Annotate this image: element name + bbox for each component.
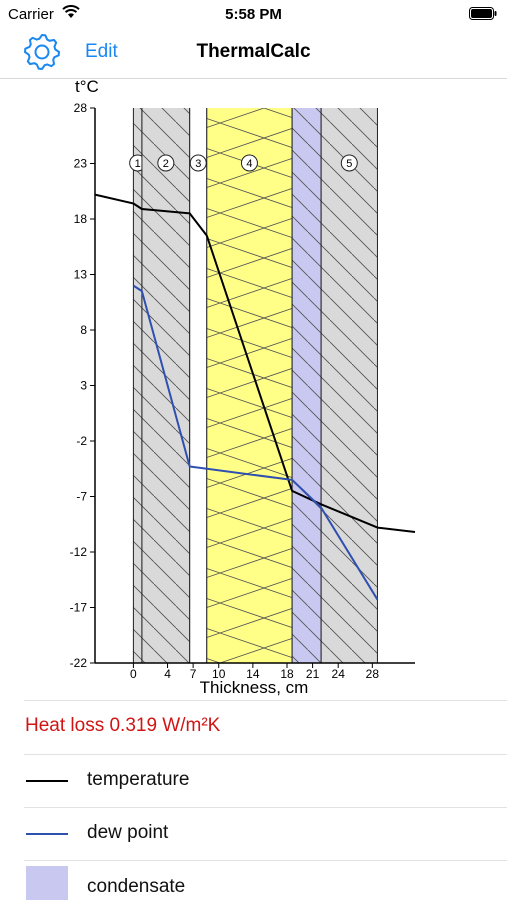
results-row: [24, 700, 507, 754]
legend-row-condensate: [24, 860, 507, 914]
x-tick-label: 10: [212, 667, 226, 681]
y-tick-label: -7: [76, 490, 87, 504]
x-axis-label: Thickness, cm: [200, 678, 309, 697]
gear-icon[interactable]: [22, 32, 62, 72]
layers: 1 2 3 4 5: [129, 108, 378, 663]
temperature-line: [94, 193, 416, 533]
edit-button[interactable]: Edit: [85, 41, 118, 62]
x-tick-label: 14: [246, 667, 260, 681]
layer-5-label: 5: [346, 158, 352, 170]
y-tick-label: -22: [70, 656, 88, 670]
wifi-icon: [62, 5, 80, 18]
x-tick-label: 18: [280, 667, 294, 681]
page-title: ThermalCalc: [196, 41, 311, 62]
temperature-legend-line: [26, 780, 68, 782]
y-tick-label: -17: [70, 601, 88, 615]
layer-5-hatch: [321, 108, 378, 663]
x-tick-label: 24: [332, 667, 346, 681]
temperature-legend-label: temperature: [87, 769, 190, 790]
layer-1-label: 1: [135, 158, 141, 170]
layer-5-marker: [340, 154, 358, 172]
y-tick-label: 18: [74, 212, 88, 226]
status-time: 5:58 PM: [225, 6, 282, 23]
x-tick-label: 0: [130, 667, 137, 681]
layer-2-fill: [189, 108, 207, 663]
series: [94, 193, 416, 601]
layer-3-marker: [189, 154, 207, 172]
layer-4-label: 4: [246, 158, 252, 170]
y-tick-label: 23: [74, 157, 88, 171]
x-tick-label: 28: [366, 667, 380, 681]
condensate-legend-swatch: [26, 866, 68, 900]
x-tick-label: 7: [190, 667, 197, 681]
layer-3-insulation: [206, 108, 293, 663]
status-bar: Carrier 5:58 PM: [0, 0, 507, 28]
y-tick-label: -2: [76, 434, 87, 448]
x-tick-label: 21: [306, 667, 320, 681]
dew-point-line: [132, 284, 379, 601]
carrier-label: Carrier: [8, 6, 54, 23]
y-tick-label: 8: [80, 323, 87, 337]
condensate-legend-label: condensate: [87, 876, 186, 897]
layer-2-marker: [157, 154, 175, 172]
dew-point-legend-label: dew point: [87, 822, 169, 843]
layer-4-marker: [240, 154, 258, 172]
layer-3-label: 3: [195, 158, 201, 170]
x-tick-label: 4: [164, 667, 171, 681]
heat-loss-value: Heat loss 0.319 W/m²K: [25, 715, 221, 736]
battery-icon: [469, 7, 497, 20]
y-tick-label: 3: [80, 379, 87, 393]
dew-point-legend-line: [26, 833, 68, 835]
y-tick-label: -12: [70, 545, 88, 559]
legend-row-dew-point: [24, 807, 507, 861]
y-tick-label: 28: [74, 101, 88, 115]
legend-row-temperature: [24, 754, 507, 808]
layer-0-hatch: [133, 108, 142, 663]
layer-4-hatch: [292, 108, 322, 663]
layer-1-hatch: [141, 108, 190, 663]
y-axis-label: t°C: [75, 78, 99, 96]
nav-bar: Edit ThermalCalc: [0, 28, 507, 79]
y-tick-label: 13: [74, 268, 88, 282]
layer-2-label: 2: [163, 158, 169, 170]
